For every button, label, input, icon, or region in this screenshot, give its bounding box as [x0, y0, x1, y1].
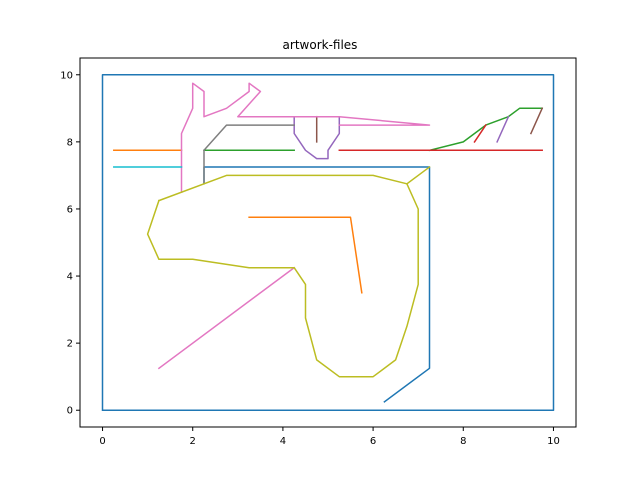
x-tick-label: 2: [190, 436, 196, 447]
y-tick-label: 6: [67, 204, 73, 215]
y-tick-label: 0: [67, 406, 73, 417]
series-line-1: [101, 74, 555, 411]
x-tick-label: 4: [280, 436, 286, 447]
y-tick-label: 4: [67, 272, 73, 283]
axes-frame: [79, 57, 577, 428]
series-line-13: [180, 82, 431, 193]
plot-lines: [101, 74, 555, 411]
series-line-4: [248, 216, 363, 294]
series-line-10: [496, 115, 510, 143]
y-tick-label: 2: [67, 339, 73, 350]
y-tick-label: 8: [67, 137, 73, 148]
x-tick-label: 0: [99, 436, 105, 447]
y-tick-label: 10: [60, 70, 73, 81]
chart-title: artwork-files: [283, 38, 358, 52]
series-line-16: [405, 165, 431, 185]
series-line-12: [529, 107, 544, 135]
series-line-9: [293, 115, 341, 160]
series-line-14: [157, 266, 296, 370]
y-axis-ticks: 0 2 4 6 8 10: [60, 70, 80, 417]
series-line-17: [146, 174, 419, 378]
x-tick-label: 10: [547, 436, 560, 447]
x-tick-label: 6: [370, 436, 376, 447]
x-axis-ticks: 0 2 4 6 8 10: [99, 427, 560, 447]
x-tick-label: 8: [460, 436, 466, 447]
series-line-15: [203, 124, 295, 185]
series-line-6: [428, 107, 543, 152]
series-line-8: [473, 124, 487, 143]
